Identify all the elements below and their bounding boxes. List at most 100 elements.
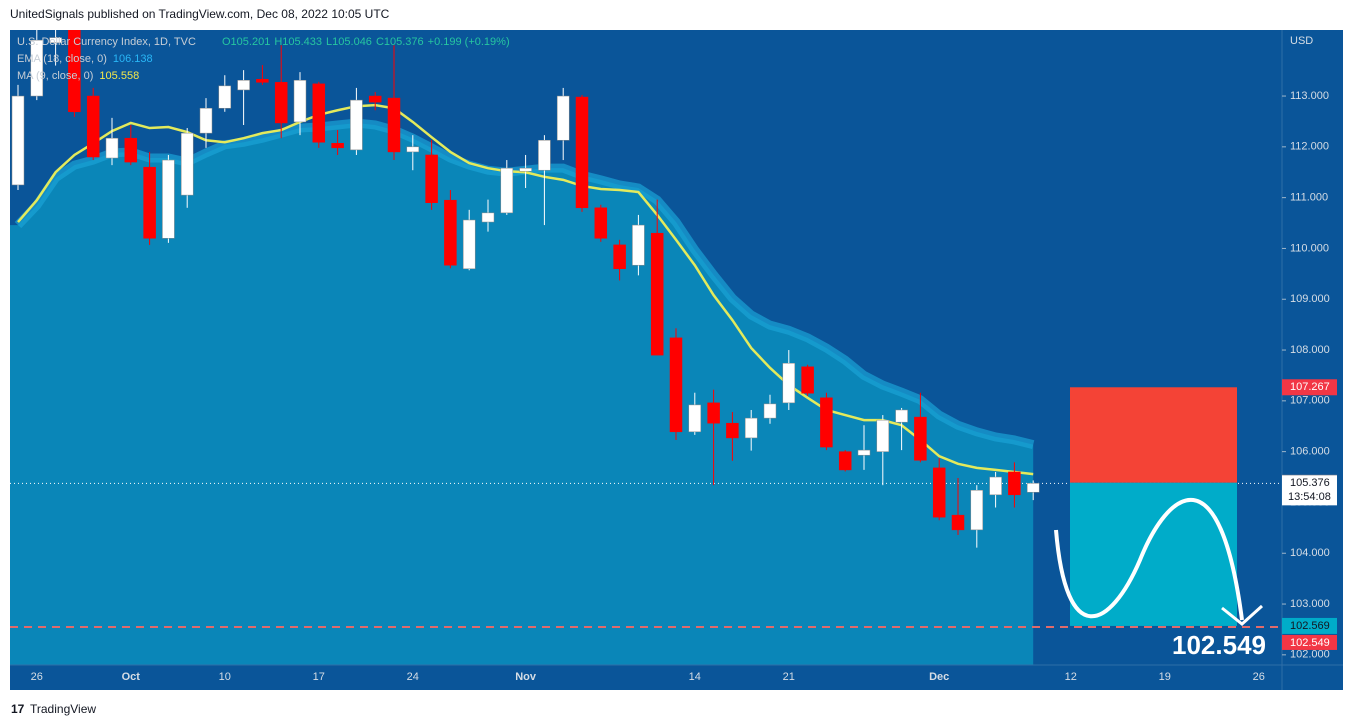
ohlc-value: C105.376	[376, 36, 424, 48]
price-tag	[1282, 475, 1337, 506]
candle-body	[914, 416, 927, 461]
candle-body	[688, 404, 702, 433]
x-tick-label: 21	[783, 671, 795, 683]
target-zone	[1070, 482, 1237, 626]
y-tick-label: 113.000	[1290, 90, 1329, 102]
price-tag-label: 105.376	[1290, 477, 1330, 489]
candle-body	[538, 139, 551, 171]
x-tick-label: 24	[407, 671, 419, 683]
indicator-name: MA (9, close, 0)	[17, 70, 93, 82]
candle-body	[387, 97, 401, 153]
candle-body	[105, 137, 119, 159]
ohlc-value: L105.046	[326, 36, 372, 48]
candle-body	[744, 417, 758, 439]
candle-body	[237, 80, 250, 91]
candle-body	[1008, 471, 1021, 496]
candle-body	[763, 403, 777, 419]
price-tag-label: 107.267	[1290, 381, 1330, 393]
candle-body	[143, 166, 156, 239]
price-tag	[1282, 617, 1337, 634]
candle-body	[594, 207, 608, 239]
candle-body	[86, 95, 100, 158]
footer: TradingView	[30, 702, 96, 716]
y-tick-label: 107.000	[1290, 395, 1330, 407]
x-tick-label: Dec	[929, 671, 949, 683]
candle-body	[820, 397, 833, 448]
candle-body	[932, 467, 946, 518]
y-tick-label: 103.000	[1290, 598, 1330, 610]
ohlc-value: O105.201	[222, 36, 270, 48]
target-big-label: 102.549	[1172, 630, 1266, 660]
candle-body	[970, 489, 984, 531]
indicator-value: 106.138	[113, 53, 153, 65]
x-tick-label: 26	[1253, 671, 1265, 683]
candle-body	[331, 143, 344, 149]
countdown: 13:54:08	[1288, 491, 1331, 503]
candle-body	[726, 422, 739, 439]
y-tick-label: 109.000	[1290, 293, 1330, 305]
publisher: UnitedSignals published on TradingView.c…	[10, 7, 390, 21]
candle-body	[49, 37, 62, 43]
y-tick-label: 108.000	[1290, 344, 1330, 356]
price-tag	[1282, 379, 1337, 396]
x-tick-label: Oct	[122, 671, 141, 683]
symbol: U.S. Dollar Currency Index, 1D, TVC	[17, 36, 196, 48]
candle-body	[669, 337, 683, 433]
ohlc-value: +0.199 (+0.19%)	[428, 36, 510, 48]
candle-body	[838, 451, 852, 471]
candle-body	[895, 409, 908, 423]
x-tick-label: 14	[689, 671, 701, 683]
candle-body	[632, 224, 645, 266]
x-tick-label: Nov	[515, 671, 537, 683]
candle-body	[650, 232, 664, 356]
candle-body	[876, 419, 890, 452]
candle-body	[951, 514, 965, 531]
candle-body	[162, 159, 175, 239]
forecast-curve	[1054, 498, 1244, 621]
x-tick-label: 10	[219, 671, 231, 683]
candle-body	[575, 96, 589, 209]
indicator-name: EMA (18, close, 0)	[17, 53, 107, 65]
y-tick-label: 106.000	[1290, 446, 1330, 458]
candle-body	[218, 85, 232, 109]
y-tick-label: 104.000	[1290, 547, 1330, 559]
candle-body	[425, 154, 438, 203]
y-tick-label: 112.000	[1290, 141, 1329, 153]
candle-body	[256, 79, 269, 83]
candle-body	[30, 39, 44, 97]
candle-body	[68, 30, 81, 113]
candle-body	[462, 219, 476, 270]
price-tag-label: 102.549	[1290, 637, 1330, 649]
candle-body	[481, 212, 495, 223]
candle-body	[556, 95, 570, 141]
candle-body	[199, 107, 213, 134]
candle-body	[613, 244, 626, 270]
x-tick-label: 17	[313, 671, 325, 683]
y-tick-label: 111.000	[1290, 192, 1328, 204]
plot-area	[10, 30, 1282, 665]
candle-body	[180, 132, 194, 196]
price-tag-label: 102.569	[1290, 620, 1330, 632]
candle-body	[989, 476, 1002, 496]
candle-body	[707, 402, 720, 424]
candle-body	[124, 137, 138, 163]
y-tick-label: 102.000	[1290, 649, 1330, 661]
candle-body	[274, 82, 288, 124]
x-tick-label: 19	[1159, 671, 1171, 683]
y-tick-label: 110.000	[1290, 242, 1329, 254]
candle-body	[350, 99, 363, 151]
candle-body	[857, 449, 871, 456]
logo: 17	[11, 702, 25, 716]
candle-body	[1026, 483, 1040, 493]
candle-body	[293, 80, 307, 123]
candle-body	[11, 95, 25, 186]
ema-area	[10, 122, 1034, 665]
price-tag	[1282, 634, 1337, 650]
candle-body	[368, 95, 382, 103]
x-tick-label: 26	[31, 671, 43, 683]
ohlc-value: H105.433	[274, 36, 322, 48]
currency: USD	[1290, 35, 1313, 47]
candle-body	[500, 167, 514, 214]
candle-body	[801, 366, 814, 394]
candle-body	[444, 199, 457, 266]
